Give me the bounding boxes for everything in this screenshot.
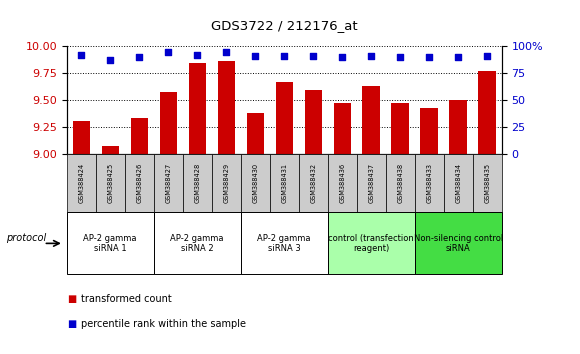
- Text: ■: ■: [67, 294, 76, 304]
- Point: [454, 54, 463, 59]
- Bar: [218, 61, 235, 154]
- Bar: [392, 103, 409, 154]
- Bar: [334, 103, 351, 154]
- Bar: [362, 86, 380, 154]
- Point: [338, 54, 347, 59]
- Bar: [478, 71, 496, 154]
- Point: [164, 50, 173, 55]
- Bar: [276, 82, 293, 154]
- Text: GSM388424: GSM388424: [78, 163, 84, 203]
- Bar: [304, 90, 322, 154]
- Point: [309, 53, 318, 58]
- Text: GSM388428: GSM388428: [194, 163, 200, 203]
- Point: [135, 54, 144, 59]
- Bar: [420, 108, 438, 154]
- Bar: [130, 118, 148, 154]
- Bar: [72, 120, 90, 154]
- Text: GSM388425: GSM388425: [107, 163, 113, 203]
- Text: GSM388437: GSM388437: [368, 163, 374, 203]
- Text: percentile rank within the sample: percentile rank within the sample: [81, 319, 246, 329]
- Point: [251, 53, 260, 58]
- Point: [396, 54, 405, 59]
- Text: GSM388426: GSM388426: [136, 163, 142, 203]
- Text: control (transfection
reagent): control (transfection reagent): [328, 234, 414, 253]
- Text: GSM388434: GSM388434: [455, 163, 461, 203]
- Text: GSM388435: GSM388435: [484, 163, 490, 203]
- Point: [280, 53, 289, 58]
- Text: protocol: protocol: [6, 233, 46, 243]
- Point: [367, 53, 376, 58]
- Text: AP-2 gamma
siRNA 2: AP-2 gamma siRNA 2: [171, 234, 224, 253]
- Bar: [246, 113, 264, 154]
- Text: AP-2 gamma
siRNA 1: AP-2 gamma siRNA 1: [84, 234, 137, 253]
- Point: [77, 52, 86, 57]
- Text: GSM388430: GSM388430: [252, 163, 258, 203]
- Point: [222, 50, 231, 55]
- Text: GDS3722 / 212176_at: GDS3722 / 212176_at: [211, 19, 357, 32]
- Text: GSM388431: GSM388431: [281, 163, 287, 203]
- Bar: [450, 100, 467, 154]
- Text: GSM388438: GSM388438: [397, 163, 403, 203]
- Text: GSM388433: GSM388433: [426, 163, 432, 203]
- Point: [193, 52, 202, 57]
- Point: [483, 53, 492, 58]
- Text: Non-silencing control
siRNA: Non-silencing control siRNA: [414, 234, 503, 253]
- Text: GSM388429: GSM388429: [223, 163, 229, 203]
- Text: GSM388436: GSM388436: [339, 163, 345, 203]
- Point: [106, 57, 115, 63]
- Text: GSM388432: GSM388432: [310, 163, 316, 203]
- Point: [425, 54, 434, 59]
- Bar: [102, 147, 119, 154]
- Text: AP-2 gamma
siRNA 3: AP-2 gamma siRNA 3: [258, 234, 311, 253]
- Text: GSM388427: GSM388427: [165, 163, 171, 203]
- Text: ■: ■: [67, 319, 76, 329]
- Bar: [188, 63, 206, 154]
- Bar: [160, 92, 177, 154]
- Text: transformed count: transformed count: [81, 294, 172, 304]
